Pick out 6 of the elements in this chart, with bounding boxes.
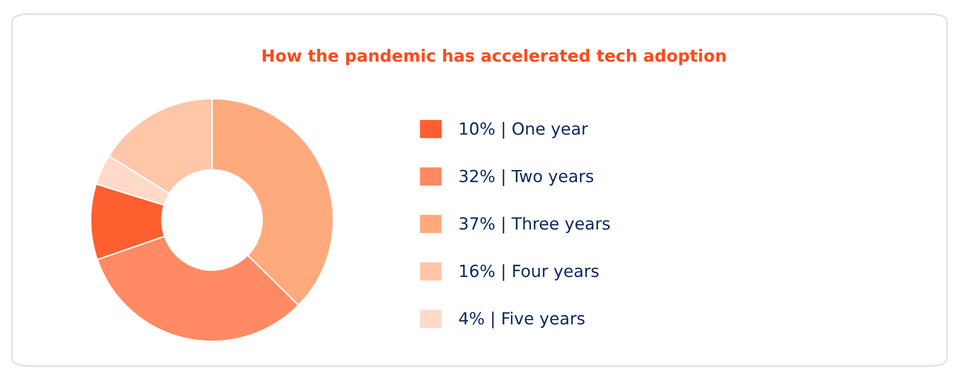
legend-label: 32% | Two years [460, 169, 594, 186]
legend-label: 37% | Three years [460, 216, 610, 234]
legend-label: 4% | Five years [459, 312, 584, 328]
legend-label: 16% | Four years [460, 264, 599, 281]
legend-label: 10% | One year [460, 122, 588, 139]
chart-title: How the pandemic has accelerated tech adoption [262, 48, 726, 66]
